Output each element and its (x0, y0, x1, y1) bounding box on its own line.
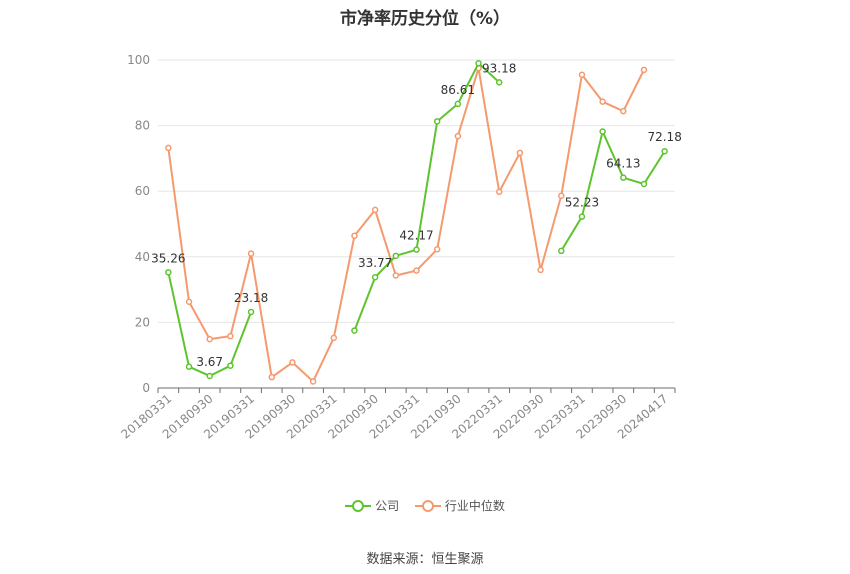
data-point (351, 327, 358, 334)
y-tick-label: 20 (135, 315, 150, 329)
data-point (495, 79, 503, 86)
legend-label-industry-median: 行业中位数 (444, 499, 505, 513)
data-point (475, 60, 482, 67)
data-point (330, 334, 338, 342)
legend-swatch-industry-median (414, 499, 441, 512)
y-tick-label: 100 (127, 53, 150, 67)
data-point (578, 71, 586, 79)
data-source-note: 数据来源：恒生聚源 (366, 552, 484, 567)
data-point (392, 272, 400, 279)
data-label: 23.18 (234, 291, 268, 305)
data-point (371, 273, 379, 281)
data-point (206, 372, 213, 380)
series-lines (165, 60, 668, 385)
data-point (227, 362, 234, 369)
chart-title: 市净率历史分位（%） (339, 9, 511, 29)
data-point (661, 147, 668, 155)
data-point (537, 266, 544, 274)
data-label: 52.23 (565, 196, 599, 210)
y-tick-label: 80 (135, 119, 150, 133)
data-label: 33.77 (358, 256, 392, 270)
data-point (454, 100, 462, 108)
data-label: 72.18 (647, 130, 681, 144)
data-point (185, 298, 193, 305)
data-point (433, 118, 441, 125)
data-point (620, 107, 627, 115)
data-point (165, 144, 172, 152)
axes: 0204060801002018033120180930201903312019… (118, 53, 676, 442)
legend-item-company[interactable]: 公司 (345, 497, 399, 514)
data-point (247, 308, 255, 316)
data-point (268, 373, 275, 381)
data-point (454, 132, 462, 140)
data-point (413, 246, 420, 253)
data-point (413, 267, 420, 274)
data-point (599, 98, 606, 105)
data-point (351, 232, 358, 240)
y-tick-label: 60 (135, 184, 150, 198)
data-labels: 35.26 3.67 23.18 33.77 42.17 86.61 93.18 52.23 6… (151, 61, 682, 369)
y-tick-label: 0 (142, 381, 150, 395)
legend-item-industry-median[interactable]: 行业中位数 (414, 497, 505, 514)
data-label: 3.67 (196, 355, 223, 369)
data-point (309, 378, 317, 385)
data-label: 93.18 (482, 61, 516, 75)
series-line (560, 130, 666, 252)
data-label: 64.13 (606, 157, 640, 171)
data-point (558, 192, 565, 200)
data-point (495, 188, 503, 196)
data-point (165, 269, 172, 276)
data-label: 42.17 (399, 229, 433, 243)
data-point (433, 246, 441, 253)
series-line (167, 67, 645, 383)
series-line (353, 62, 500, 331)
data-point (599, 128, 606, 135)
data-point (227, 332, 234, 340)
data-point (247, 250, 255, 257)
data-point (558, 247, 565, 255)
data-point (289, 359, 296, 366)
data-point (620, 174, 627, 181)
legend-swatch-company (345, 499, 372, 512)
legend: 公司 行业中位数 (0, 497, 850, 515)
data-point (206, 335, 213, 343)
data-point (640, 180, 648, 188)
data-point (640, 66, 648, 74)
data-point (516, 149, 524, 157)
data-point (185, 363, 193, 370)
data-point (392, 252, 400, 260)
data-label: 35.26 (151, 251, 185, 265)
data-label: 86.61 (441, 83, 475, 97)
legend-label-company: 公司 (375, 499, 400, 513)
data-point (578, 213, 586, 220)
y-tick-label: 40 (135, 250, 150, 264)
data-point (371, 206, 379, 214)
grid-lines (158, 59, 675, 323)
